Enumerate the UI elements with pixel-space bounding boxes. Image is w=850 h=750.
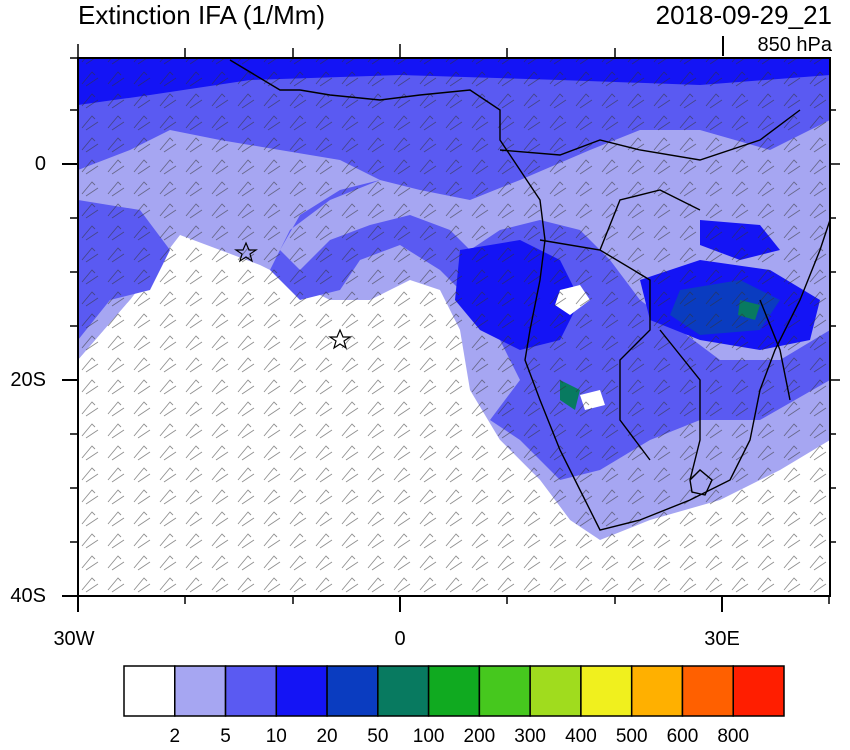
level-tick [722, 36, 724, 56]
colorbar-label: 300 [514, 726, 546, 747]
map-datetime: 2018-09-29_21 [655, 0, 832, 30]
map-title: Extinction IFA (1/Mm) [78, 0, 326, 30]
colorbar-swatch [326, 665, 379, 717]
colorbar-swatch [174, 665, 227, 717]
lon-label-30w: 30W [53, 628, 95, 650]
lat-label-0: 0 [34, 153, 46, 175]
colorbar-swatch [377, 665, 430, 717]
lon-label-30e: 30E [704, 628, 740, 650]
colorbar-label: 100 [412, 726, 445, 747]
colorbar-label: 500 [615, 726, 648, 747]
colorbar-label: 10 [265, 726, 287, 747]
lon-label-0: 0 [394, 628, 406, 650]
colorbar-label: 200 [463, 726, 496, 747]
colorbar-swatch [427, 665, 481, 717]
colorbar-swatch [478, 665, 531, 717]
coastlines [229, 59, 830, 531]
map-plot-area [78, 58, 830, 596]
colorbar-label: 2 [169, 726, 181, 747]
colorbar-swatch [275, 665, 328, 717]
lat-label-40s: 40S [10, 585, 46, 607]
colorbar-label: 800 [717, 726, 750, 747]
colorbar-label: 400 [565, 726, 597, 747]
colorbar-label: 50 [367, 726, 389, 747]
colorbar [123, 665, 785, 717]
colorbar-swatch [529, 665, 582, 717]
colorbar-swatch [224, 665, 278, 717]
wind-barbs [78, 58, 830, 596]
colorbar-swatch [123, 665, 176, 717]
colorbar-label: 600 [666, 726, 699, 747]
colorbar-label: 5 [220, 726, 231, 747]
pressure-level: 850 hPa [757, 34, 832, 56]
colorbar-swatch [681, 665, 734, 717]
colorbar-swatch [630, 665, 684, 717]
obs-site-stars [234, 241, 352, 350]
colorbar-swatch [732, 665, 785, 717]
colorbar-swatch [580, 665, 633, 717]
lat-label-20s: 20S [10, 369, 46, 391]
map-frame [62, 44, 840, 612]
colorbar-label: 20 [316, 726, 338, 747]
